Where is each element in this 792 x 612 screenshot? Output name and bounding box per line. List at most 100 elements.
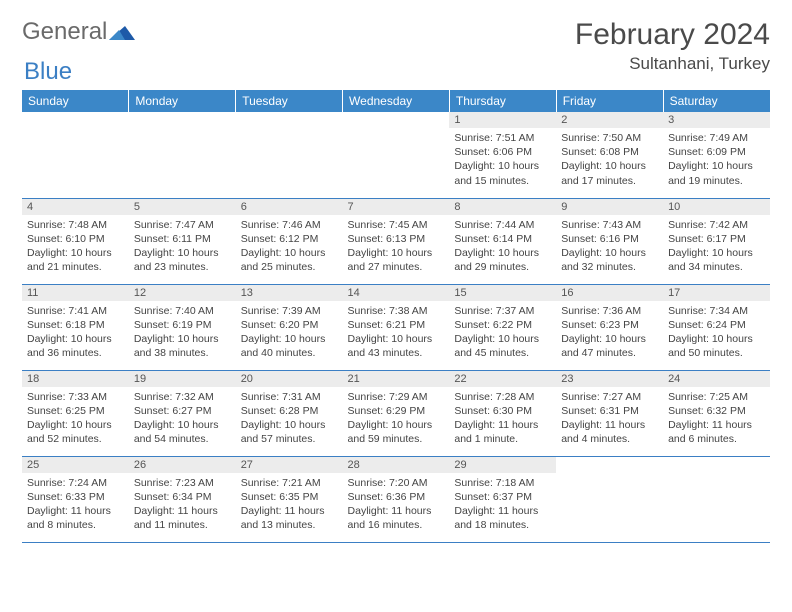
- calendar-day-cell: 5Sunrise: 7:47 AMSunset: 6:11 PMDaylight…: [129, 198, 236, 284]
- calendar-day-cell: 19Sunrise: 7:32 AMSunset: 6:27 PMDayligh…: [129, 370, 236, 456]
- calendar-day-cell: 20 Sunrise: 7:31 AMSunset: 6:28 PMDayligh…: [236, 370, 343, 456]
- day-number: 13: [236, 285, 343, 301]
- daylight-text: Daylight: 10 hours and 23 minutes.: [134, 246, 231, 274]
- day-number: 4: [22, 199, 129, 215]
- daylight-text: Daylight: 10 hours and 36 minutes.: [27, 332, 124, 360]
- day-info: Sunrise: 7:40 AMSunset: 6:19 PMDaylight:…: [129, 301, 236, 367]
- sunrise-text: Sunrise: 7:34 AM: [668, 304, 765, 318]
- calendar-week-row: 18Sunrise: 7:33 AMSunset: 6:25 PMDayligh…: [22, 370, 770, 456]
- calendar-day-cell: 0.: [236, 112, 343, 198]
- calendar-body: 0.0.0.0.1Sunrise: 7:51 AMSunset: 6:06 PM…: [22, 112, 770, 542]
- calendar-day-cell: 22Sunrise: 7:28 AMSunset: 6:30 PMDayligh…: [449, 370, 556, 456]
- calendar-day-cell: 0.: [129, 112, 236, 198]
- daylight-text: Daylight: 10 hours and 50 minutes.: [668, 332, 765, 360]
- sunset-text: Sunset: 6:20 PM: [241, 318, 338, 332]
- day-number: 12: [129, 285, 236, 301]
- weekday-header: Monday: [129, 90, 236, 112]
- sunrise-text: Sunrise: 7:20 AM: [348, 476, 445, 490]
- calendar-day-cell: 26Sunrise: 7:23 AMSunset: 6:34 PMDayligh…: [129, 456, 236, 542]
- day-info: Sunrise: 7:44 AMSunset: 6:14 PMDaylight:…: [449, 215, 556, 281]
- daylight-text: Daylight: 10 hours and 59 minutes.: [348, 418, 445, 446]
- weekday-header: Thursday: [449, 90, 556, 112]
- daylight-text: Daylight: 10 hours and 19 minutes.: [668, 159, 765, 187]
- calendar-day-cell: 24Sunrise: 7:25 AMSunset: 6:32 PMDayligh…: [663, 370, 770, 456]
- sunrise-text: Sunrise: 7:31 AM: [241, 390, 338, 404]
- day-number: 11: [22, 285, 129, 301]
- month-title: February 2024: [575, 18, 770, 52]
- calendar-day-cell: 14Sunrise: 7:38 AMSunset: 6:21 PMDayligh…: [343, 284, 450, 370]
- weekday-header: Saturday: [663, 90, 770, 112]
- sunrise-text: Sunrise: 7:27 AM: [561, 390, 658, 404]
- daylight-text: Daylight: 10 hours and 21 minutes.: [27, 246, 124, 274]
- sunrise-text: Sunrise: 7:48 AM: [27, 218, 124, 232]
- day-info: Sunrise: 7:23 AMSunset: 6:34 PMDaylight:…: [129, 473, 236, 539]
- sunset-text: Sunset: 6:36 PM: [348, 490, 445, 504]
- calendar-week-row: 4Sunrise: 7:48 AMSunset: 6:10 PMDaylight…: [22, 198, 770, 284]
- sunset-text: Sunset: 6:34 PM: [134, 490, 231, 504]
- day-number: 17: [663, 285, 770, 301]
- day-info: Sunrise: 7:45 AMSunset: 6:13 PMDaylight:…: [343, 215, 450, 281]
- daylight-text: Daylight: 10 hours and 15 minutes.: [454, 159, 551, 187]
- sunrise-text: Sunrise: 7:23 AM: [134, 476, 231, 490]
- calendar-week-row: 25Sunrise: 7:24 AMSunset: 6:33 PMDayligh…: [22, 456, 770, 542]
- calendar-day-cell: 27Sunrise: 7:21 AMSunset: 6:35 PMDayligh…: [236, 456, 343, 542]
- day-info: Sunrise: 7:25 AMSunset: 6:32 PMDaylight:…: [663, 387, 770, 453]
- daylight-text: Daylight: 11 hours and 8 minutes.: [27, 504, 124, 532]
- calendar-day-cell: 1Sunrise: 7:51 AMSunset: 6:06 PMDaylight…: [449, 112, 556, 198]
- day-number: 15: [449, 285, 556, 301]
- sunset-text: Sunset: 6:21 PM: [348, 318, 445, 332]
- day-number: 5: [129, 199, 236, 215]
- day-number: 3: [663, 112, 770, 128]
- day-number: 21: [343, 371, 450, 387]
- day-number: 22: [449, 371, 556, 387]
- day-info: Sunrise: 7:47 AMSunset: 6:11 PMDaylight:…: [129, 215, 236, 281]
- sunset-text: Sunset: 6:28 PM: [241, 404, 338, 418]
- sunset-text: Sunset: 6:31 PM: [561, 404, 658, 418]
- calendar-day-cell: 16Sunrise: 7:36 AMSunset: 6:23 PMDayligh…: [556, 284, 663, 370]
- sunset-text: Sunset: 6:16 PM: [561, 232, 658, 246]
- daylight-text: Daylight: 10 hours and 52 minutes.: [27, 418, 124, 446]
- sunrise-text: Sunrise: 7:47 AM: [134, 218, 231, 232]
- sunset-text: Sunset: 6:14 PM: [454, 232, 551, 246]
- weekday-header: Wednesday: [343, 90, 450, 112]
- sunset-text: Sunset: 6:37 PM: [454, 490, 551, 504]
- calendar-day-cell: 0.: [343, 112, 450, 198]
- daylight-text: Daylight: 10 hours and 34 minutes.: [668, 246, 765, 274]
- calendar-day-cell: 2Sunrise: 7:50 AMSunset: 6:08 PMDaylight…: [556, 112, 663, 198]
- sunrise-text: Sunrise: 7:29 AM: [348, 390, 445, 404]
- day-number: 16: [556, 285, 663, 301]
- logo-word1: General: [22, 18, 107, 46]
- calendar-week-row: 11Sunrise: 7:41 AMSunset: 6:18 PMDayligh…: [22, 284, 770, 370]
- calendar-head: SundayMondayTuesdayWednesdayThursdayFrid…: [22, 90, 770, 112]
- day-number: 8: [449, 199, 556, 215]
- calendar-day-cell: 13Sunrise: 7:39 AMSunset: 6:20 PMDayligh…: [236, 284, 343, 370]
- day-number: 18: [22, 371, 129, 387]
- day-info: Sunrise: 7:49 AMSunset: 6:09 PMDaylight:…: [663, 128, 770, 194]
- daylight-text: Daylight: 10 hours and 57 minutes.: [241, 418, 338, 446]
- calendar-day-cell: 4Sunrise: 7:48 AMSunset: 6:10 PMDaylight…: [22, 198, 129, 284]
- day-info: Sunrise: 7:38 AMSunset: 6:21 PMDaylight:…: [343, 301, 450, 367]
- sunrise-text: Sunrise: 7:21 AM: [241, 476, 338, 490]
- sunset-text: Sunset: 6:32 PM: [668, 404, 765, 418]
- day-number: 26: [129, 457, 236, 473]
- calendar-day-cell: 6Sunrise: 7:46 AMSunset: 6:12 PMDaylight…: [236, 198, 343, 284]
- daylight-text: Daylight: 11 hours and 11 minutes.: [134, 504, 231, 532]
- calendar-day-cell: 9Sunrise: 7:43 AMSunset: 6:16 PMDaylight…: [556, 198, 663, 284]
- daylight-text: Daylight: 10 hours and 17 minutes.: [561, 159, 658, 187]
- day-info: Sunrise: 7:50 AMSunset: 6:08 PMDaylight:…: [556, 128, 663, 194]
- day-number: 1: [449, 112, 556, 128]
- sunrise-text: Sunrise: 7:45 AM: [348, 218, 445, 232]
- calendar-day-cell: 17Sunrise: 7:34 AMSunset: 6:24 PMDayligh…: [663, 284, 770, 370]
- day-number: 27: [236, 457, 343, 473]
- sunset-text: Sunset: 6:22 PM: [454, 318, 551, 332]
- daylight-text: Daylight: 11 hours and 1 minute.: [454, 418, 551, 446]
- sunrise-text: Sunrise: 7:25 AM: [668, 390, 765, 404]
- daylight-text: Daylight: 11 hours and 18 minutes.: [454, 504, 551, 532]
- sunrise-text: Sunrise: 7:50 AM: [561, 131, 658, 145]
- sunrise-text: Sunrise: 7:41 AM: [27, 304, 124, 318]
- sunset-text: Sunset: 6:30 PM: [454, 404, 551, 418]
- day-number: 23: [556, 371, 663, 387]
- day-number: 20: [236, 371, 343, 387]
- day-info: Sunrise: 7:36 AMSunset: 6:23 PMDaylight:…: [556, 301, 663, 367]
- day-info: Sunrise: 7:29 AMSunset: 6:29 PMDaylight:…: [343, 387, 450, 453]
